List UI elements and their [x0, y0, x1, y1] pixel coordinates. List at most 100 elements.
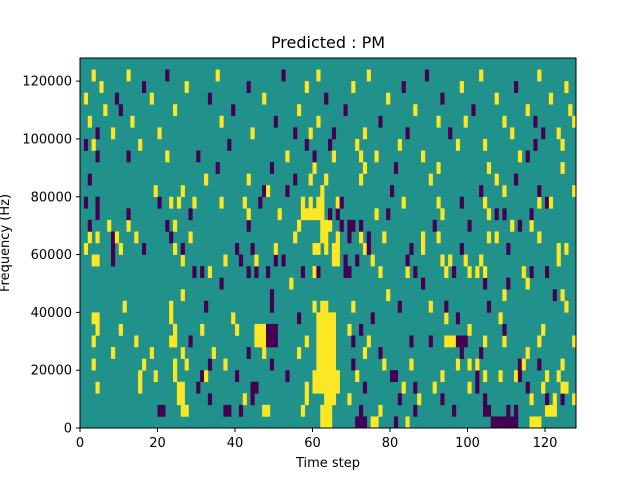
heatmap-cell	[312, 243, 317, 255]
heatmap-cell	[83, 243, 89, 255]
heatmap-cell	[405, 416, 410, 429]
heatmap-cell	[297, 219, 302, 232]
heatmap-cell	[312, 381, 317, 394]
heatmap-cell	[324, 231, 329, 244]
heatmap-cell	[173, 219, 178, 232]
heatmap-cell	[514, 370, 519, 383]
heatmap-cell	[231, 312, 236, 325]
heatmap-cell	[560, 381, 565, 394]
heatmap-cell	[324, 416, 329, 429]
heatmap-cell	[413, 404, 418, 417]
heatmap-cell	[192, 196, 197, 209]
heatmap-cell	[467, 266, 472, 278]
heatmap-cell	[545, 196, 550, 209]
heatmap-cell	[328, 138, 333, 151]
heatmap-cell	[254, 335, 259, 348]
heatmap-cell	[312, 300, 317, 313]
heatmap-cell	[560, 289, 565, 302]
heatmap-cell	[114, 92, 120, 105]
heatmap-cell	[173, 335, 178, 348]
heatmap-cell	[297, 347, 302, 359]
heatmap-cell	[207, 358, 213, 371]
heatmap-cell	[498, 370, 503, 383]
heatmap-cell	[355, 138, 360, 151]
heatmap-cell	[87, 173, 92, 186]
heatmap-cell	[548, 92, 554, 105]
heatmap-cell	[452, 266, 457, 278]
heatmap-cell	[300, 208, 306, 221]
heatmap-cell	[517, 370, 523, 383]
heatmap-cell	[331, 150, 337, 163]
heatmap-cell	[359, 219, 364, 232]
heatmap-cell	[262, 323, 267, 336]
heatmap-cell	[362, 162, 368, 174]
heatmap-cell	[273, 254, 278, 267]
heatmap-cell	[316, 208, 321, 221]
heatmap-cell	[378, 115, 383, 128]
heatmap-cell	[169, 231, 174, 244]
heatmap-cell	[180, 289, 185, 302]
heatmap-cell	[421, 231, 426, 244]
heatmap-cell	[308, 127, 313, 140]
heatmap-cell	[409, 243, 414, 255]
heatmap-cell	[552, 289, 557, 302]
heatmap-cell	[545, 370, 550, 383]
heatmap-cell	[95, 381, 100, 394]
heatmap-cell	[153, 370, 158, 383]
heatmap-cell	[231, 104, 236, 117]
heatmap-cell	[452, 404, 457, 417]
heatmap-cell	[548, 404, 554, 417]
heatmap-cell	[324, 393, 329, 406]
heatmap-cell	[525, 150, 530, 163]
heatmap-cell	[440, 370, 445, 383]
heatmap-cell	[409, 358, 414, 371]
heatmap-cell	[483, 370, 488, 383]
heatmap-cell	[324, 173, 329, 186]
heatmap-cell	[316, 381, 321, 394]
heatmap-cell	[502, 185, 507, 198]
heatmap-cell	[95, 312, 100, 325]
heatmap-cell	[320, 312, 325, 325]
heatmap-cell	[335, 381, 340, 394]
heatmap-cell	[281, 69, 286, 82]
y-axis: 0 20000 40000 60000 80000 100000 120000	[22, 75, 80, 437]
heatmap-cell	[498, 416, 503, 429]
y-tick-label: 0	[64, 422, 72, 437]
heatmap-cell	[362, 243, 368, 255]
heatmap-cell	[215, 162, 220, 174]
heatmap-cell	[432, 219, 437, 232]
heatmap-cell	[266, 185, 271, 198]
heatmap-cell	[316, 69, 321, 82]
heatmap-cell	[153, 185, 158, 198]
heatmap-cell	[572, 335, 577, 348]
x-axis: 0 20 40 60 80 100 120	[76, 428, 557, 451]
heatmap-cell	[455, 312, 461, 325]
plot-area	[79, 57, 577, 429]
heatmap-cell	[490, 416, 495, 429]
heatmap-cell	[297, 104, 302, 117]
heatmap-cell	[428, 300, 433, 313]
heatmap-cell	[444, 300, 449, 313]
heatmap-cell	[486, 162, 492, 174]
heatmap-cell	[324, 312, 329, 325]
x-tick-label: 0	[76, 436, 84, 451]
heatmap-cell	[320, 358, 325, 371]
heatmap-cell	[506, 243, 511, 255]
heatmap-cell	[564, 81, 569, 93]
heatmap-cell	[324, 404, 329, 417]
heatmap-cell	[483, 266, 488, 278]
heatmap-cell	[463, 115, 468, 128]
heatmap-cell	[328, 219, 333, 232]
heatmap-cell	[254, 323, 259, 336]
heatmap-cell	[343, 254, 348, 267]
heatmap-cell	[475, 370, 480, 383]
heatmap-cell	[95, 208, 100, 221]
heatmap-cell	[370, 312, 375, 325]
heatmap-cell	[111, 231, 116, 244]
heatmap-cell	[91, 358, 96, 371]
heatmap-cell	[126, 69, 131, 82]
heatmap-cell	[479, 254, 484, 267]
heatmap-cell	[180, 254, 185, 267]
heatmap-cell	[324, 335, 329, 348]
